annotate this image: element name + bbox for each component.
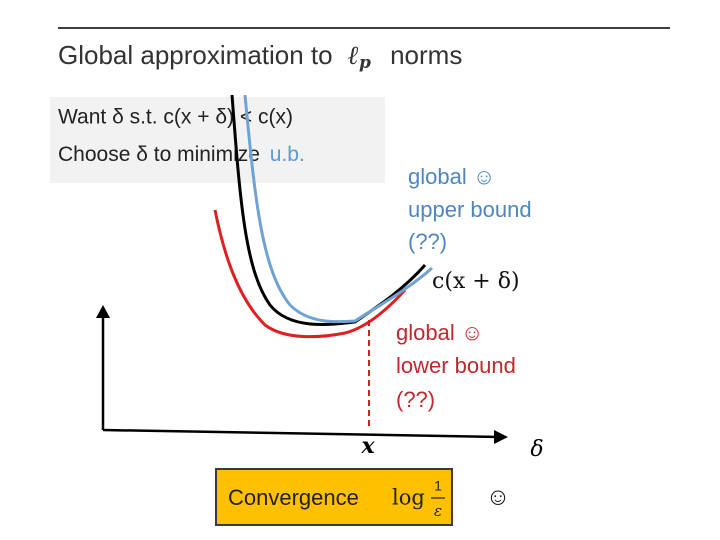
lower-label: lower bound [396,353,516,378]
lower-label: (??) [396,387,435,412]
lower-label: global ☺ [396,320,483,345]
y-axis-arrow [96,305,110,318]
curve-label: c(x + δ) [432,269,520,294]
upper-label: upper bound [408,197,532,222]
convergence-box [215,468,453,526]
smiley: ☺ [486,483,511,510]
upper-bound-curve [243,94,434,324]
x-point-label: x [360,433,375,459]
log-text: log [392,486,425,510]
bullet: Want δ s.t. c(x + δ) < c(x) [58,106,293,129]
title: Global approximation to ℓp norms [58,40,462,76]
bullet-highlight: u.b. [270,143,305,166]
bullet-text: Choose δ to minimize [58,143,260,166]
title-prefix: Global approximation to [58,40,333,70]
title-symbol: ℓ [348,41,359,71]
fraction-numerator: 1 [434,478,442,494]
title-suffix: norms [390,40,462,70]
x-axis-arrow [494,430,508,444]
bullet: Choose δ to minimize u.b. [58,143,305,166]
upper-label: (??) [408,229,447,254]
upper-label: global ☺ [408,164,495,189]
lower-bound-curve [213,209,407,339]
delta-label: δ [530,437,543,462]
convergence-label: Convergence [228,485,359,510]
x-axis [102,428,501,439]
title-subscript: p [359,53,371,73]
fraction-denominator: ε [434,502,442,520]
bullet-box [50,97,385,183]
